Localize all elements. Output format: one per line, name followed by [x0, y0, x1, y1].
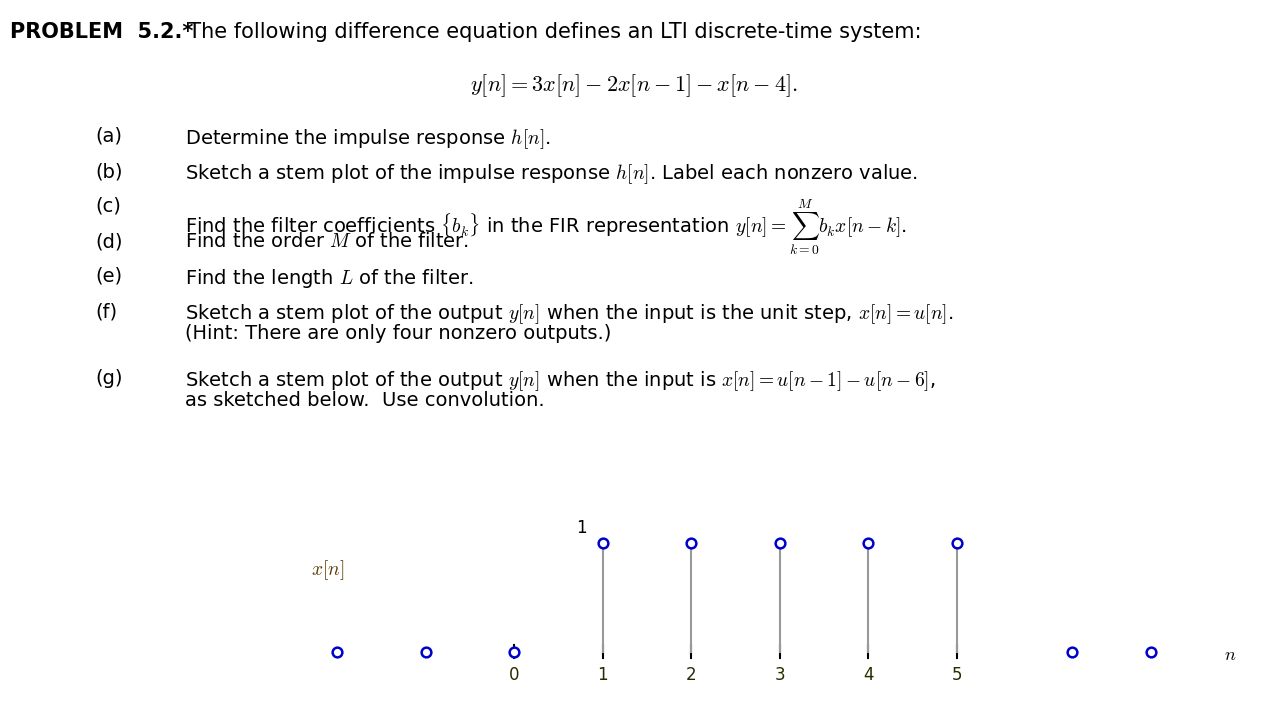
Text: Find the filter coefficients $\{b_k\}$ in the FIR representation $y[n] = \sum_{k: Find the filter coefficients $\{b_k\}$ i… — [185, 197, 907, 256]
Text: $n$: $n$ — [1224, 646, 1236, 664]
Text: (c): (c) — [95, 197, 120, 216]
Text: (g): (g) — [95, 369, 123, 388]
Text: (d): (d) — [95, 232, 123, 251]
Text: (Hint: There are only four nonzero outputs.): (Hint: There are only four nonzero outpu… — [185, 324, 611, 343]
Text: 3: 3 — [775, 666, 785, 684]
Text: $x[n]$: $x[n]$ — [311, 559, 344, 582]
Text: as sketched below.  Use convolution.: as sketched below. Use convolution. — [185, 391, 545, 410]
Text: $y[n] = 3x[n] - 2x[n-1] - x[n-4].$: $y[n] = 3x[n] - 2x[n-1] - x[n-4].$ — [470, 72, 798, 99]
Text: Determine the impulse response $h[n]$.: Determine the impulse response $h[n]$. — [185, 127, 550, 151]
Text: Sketch a stem plot of the output $y[n]$ when the input is $x[n] = u[n-1] - u[n-6: Sketch a stem plot of the output $y[n]$ … — [185, 369, 936, 393]
Text: 1: 1 — [576, 519, 587, 537]
Text: 2: 2 — [686, 666, 696, 684]
Text: PROBLEM  5.2.*: PROBLEM 5.2.* — [10, 22, 194, 42]
Text: 4: 4 — [864, 666, 874, 684]
Text: (e): (e) — [95, 267, 122, 286]
Text: Sketch a stem plot of the impulse response $h[n]$. Label each nonzero value.: Sketch a stem plot of the impulse respon… — [185, 162, 918, 186]
Text: (f): (f) — [95, 302, 117, 321]
Text: (b): (b) — [95, 162, 123, 181]
Text: Find the length $L$ of the filter.: Find the length $L$ of the filter. — [185, 267, 473, 290]
Text: Find the order $M$ of the filter.: Find the order $M$ of the filter. — [185, 232, 469, 251]
Text: 1: 1 — [597, 666, 607, 684]
Text: Sketch a stem plot of the output $y[n]$ when the input is the unit step, $x[n] =: Sketch a stem plot of the output $y[n]$ … — [185, 302, 954, 326]
Text: The following difference equation defines an LTI discrete-time system:: The following difference equation define… — [175, 22, 922, 42]
Text: 0: 0 — [508, 666, 520, 684]
Text: (a): (a) — [95, 127, 122, 146]
Text: 5: 5 — [951, 666, 962, 684]
